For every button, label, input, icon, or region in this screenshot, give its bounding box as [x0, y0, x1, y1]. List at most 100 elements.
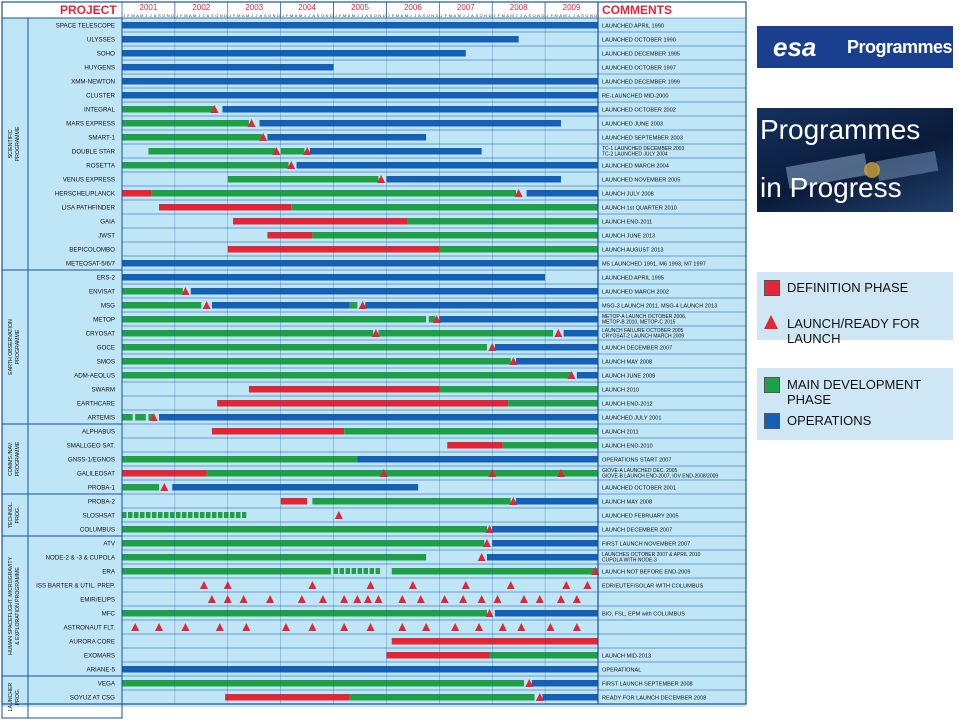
phase-bar-segment	[357, 568, 363, 574]
month-tick-label: O	[321, 13, 324, 18]
launch-marker	[583, 581, 592, 589]
launch-marker	[535, 693, 544, 701]
project-name: VENUS EXPRESS	[63, 177, 115, 184]
launch-marker	[482, 539, 491, 547]
phase-bar-dev	[291, 204, 598, 211]
phase-bar-dev	[489, 652, 598, 659]
month-tick-label: J	[520, 13, 522, 18]
launch-marker	[303, 147, 312, 155]
phase-bar-segment	[375, 568, 381, 574]
phase-bar-dev	[135, 414, 146, 421]
month-tick-label: D	[436, 13, 439, 18]
launch-marker	[398, 623, 407, 631]
phase-bar-op	[122, 666, 598, 673]
phase-bar-segment	[242, 512, 247, 518]
phase-bar-dev	[280, 148, 305, 155]
year-label: 2002	[192, 3, 210, 12]
launch-marker	[131, 623, 140, 631]
group-label: PROGRAMME	[15, 126, 21, 161]
launch-marker	[498, 623, 507, 631]
month-tick-label: M	[554, 13, 557, 18]
month-tick-label: M	[290, 13, 293, 18]
group-label: PROGRAMME	[15, 441, 21, 476]
phase-bar-segment	[164, 512, 169, 518]
phase-bar-segment	[176, 512, 181, 518]
project-comment: LAUNCHED MARCH 2004	[602, 164, 669, 170]
project-name: AURORA CORE	[69, 639, 115, 646]
month-tick-label: J	[198, 13, 200, 18]
launch-marker	[440, 595, 449, 603]
phase-bar-dev	[122, 344, 487, 351]
chart-background	[2, 2, 746, 707]
group-label: COMMS./NAV.	[8, 442, 14, 476]
month-tick-label: D	[594, 13, 597, 18]
launch-marker	[572, 623, 581, 631]
pip-banner: Programmes in Progress	[757, 108, 953, 212]
phase-bar-def	[211, 428, 345, 435]
month-tick-label: J	[573, 13, 575, 18]
phase-bar-def	[391, 638, 598, 645]
phase-bar-dev	[122, 106, 215, 113]
project-comment: LAUNCHED OCTOBER 2002	[602, 108, 676, 114]
month-tick-label: J	[357, 13, 359, 18]
phase-bar-dev	[122, 358, 511, 365]
launch-marker	[334, 511, 343, 519]
month-tick-label: A	[295, 13, 298, 18]
month-tick-label: N	[167, 13, 170, 18]
launch-marker	[477, 595, 486, 603]
project-name: ATV	[103, 541, 115, 548]
month-tick-label: J	[546, 13, 548, 18]
project-comment: LAUNCH 2010	[602, 388, 639, 394]
month-tick-label: S	[528, 13, 531, 18]
project-comment: FIRST LAUNCH NOVEMBER 2007	[602, 542, 690, 548]
project-name: MFC	[102, 611, 116, 618]
month-tick-label: M	[131, 13, 134, 18]
month-tick-label: D	[224, 13, 227, 18]
phase-bar-segment	[122, 512, 127, 518]
launch-marker	[353, 595, 362, 603]
launch-marker	[379, 469, 388, 477]
project-name: EARTHCARE	[77, 401, 115, 408]
month-tick-label: M	[184, 13, 187, 18]
pip-title-line2: in Progress	[760, 172, 902, 203]
phase-bar-def	[159, 204, 292, 211]
phase-bar-dev	[122, 288, 183, 295]
phase-bar-segment	[236, 512, 241, 518]
phase-bar-dev	[122, 680, 524, 687]
project-name: ASTRONAUT FLT.	[64, 625, 116, 632]
group-label: PROGRAMME	[15, 329, 21, 364]
launch-marker	[567, 371, 576, 379]
phase-bar-segment	[369, 568, 375, 574]
project-name: SMOS	[97, 359, 115, 366]
month-tick-label: J	[304, 13, 306, 18]
launch-marker	[509, 357, 518, 365]
phase-bar-segment	[206, 512, 211, 518]
month-tick-label: A	[506, 13, 509, 18]
phase-bar-op	[542, 694, 598, 701]
phase-bar-op	[122, 22, 598, 29]
phase-bar-op	[159, 414, 598, 421]
project-comment: LAUNCH NOT BEFORE END-2009	[602, 570, 691, 576]
month-tick-label: J	[361, 13, 363, 18]
month-tick-label: J	[414, 13, 416, 18]
launch-marker	[308, 581, 317, 589]
launch-marker	[416, 595, 425, 603]
launch-legend-icon	[764, 315, 778, 329]
phase-bar-op	[439, 316, 598, 323]
launch-marker	[215, 623, 224, 631]
month-tick-label: A	[136, 13, 139, 18]
month-tick-label: A	[524, 13, 527, 18]
phase-bar-op	[122, 50, 466, 57]
phase-bar-dev	[502, 442, 598, 449]
phase-bar-segment	[218, 512, 223, 518]
phase-bar-dev	[407, 218, 598, 225]
project-comment: MSG-3 LAUNCH 2011, MSG-4 LAUNCH 2013	[602, 304, 717, 310]
launch-marker	[422, 623, 431, 631]
phase-bar-op	[516, 498, 598, 505]
group-label: EARTH OBSERVATION	[8, 319, 14, 375]
phase-bar-op	[122, 260, 598, 267]
project-name: SLOSHSAT	[82, 513, 115, 520]
launch-marker	[377, 175, 386, 183]
phase-bar-op	[222, 106, 598, 113]
project-header: PROJECT	[60, 3, 117, 17]
